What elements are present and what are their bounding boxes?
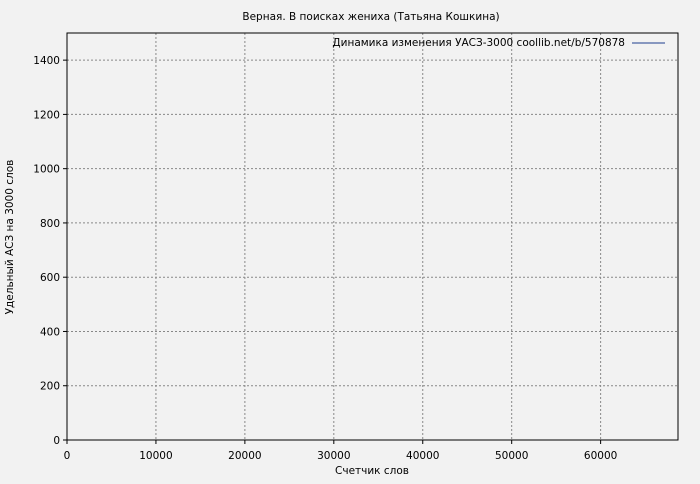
ticks: 0 10000 20000 30000 40000 50000 60000 0 200 400 60…	[33, 55, 617, 462]
x-tick-label: 0	[64, 450, 71, 462]
y-tick-label: 1400	[33, 55, 60, 67]
x-tick-label: 30000	[317, 450, 350, 462]
x-tick-label: 10000	[139, 450, 172, 462]
x-tick-label: 60000	[584, 450, 617, 462]
y-tick-label: 0	[53, 435, 60, 447]
y-axis-label: Удельный АСЗ на 3000 слов	[4, 160, 16, 315]
y-tick-label: 800	[40, 218, 60, 230]
y-tick-label: 400	[40, 326, 60, 338]
x-tick-label: 50000	[495, 450, 528, 462]
y-tick-label: 600	[40, 272, 60, 284]
grid	[67, 33, 678, 440]
plot-frame	[66, 32, 679, 441]
y-tick-label: 200	[40, 381, 60, 393]
x-tick-label: 20000	[228, 450, 261, 462]
legend-label: Динамика изменения УАСЗ-3000 coollib.net…	[332, 37, 625, 49]
x-axis-label: Счетчик слов	[335, 465, 409, 477]
y-tick-label: 1000	[33, 164, 60, 176]
y-tick-label: 1200	[33, 109, 60, 121]
chart-title: Верная. В поисках жениха (Татьяна Кошкин…	[242, 11, 499, 23]
x-tick-label: 40000	[406, 450, 439, 462]
